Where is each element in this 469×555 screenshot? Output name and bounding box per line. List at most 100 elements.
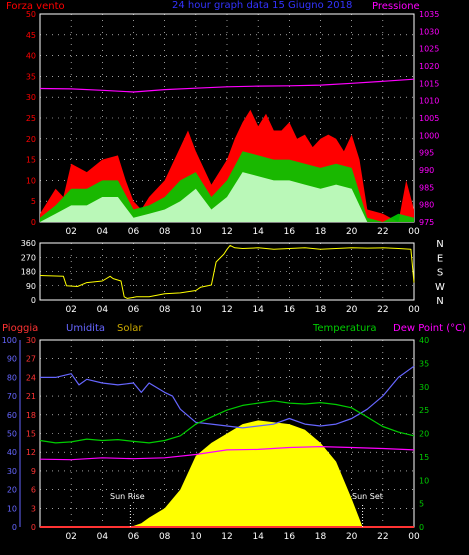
direction-ytick-90: 90 — [26, 282, 36, 291]
pressure-ytick-975: 975 — [419, 218, 434, 227]
wind-ytick-20: 20 — [26, 135, 36, 144]
dewpoint-line — [39, 446, 415, 461]
pressure-line — [39, 78, 415, 93]
sunset-label: Sun Set — [352, 492, 383, 501]
climate-xtick-18: 18 — [315, 532, 327, 542]
climate-xtick-10: 10 — [190, 532, 202, 542]
temperature-line — [39, 400, 415, 444]
humidity-ytick-90: 90 — [7, 355, 17, 364]
climate-xtick-02: 02 — [65, 532, 76, 542]
humidity-ytick-60: 60 — [7, 411, 17, 420]
pressure-ytick-1030: 1030 — [419, 27, 439, 36]
chart-title: 24 hour graph data 15 Giugno 2018 — [172, 0, 352, 11]
wind-ytick-10: 10 — [26, 176, 36, 185]
dewpoint-ytick-25: 25 — [419, 406, 429, 415]
wind-xtick-08: 08 — [159, 227, 171, 237]
humidity-ytick-100: 100 — [2, 336, 17, 345]
climate-xtick-04: 04 — [97, 532, 109, 542]
direction-xtick-20: 20 — [346, 305, 358, 315]
rain-ytick-27: 27 — [26, 355, 36, 364]
dewpoint-ytick-10: 10 — [419, 476, 429, 485]
dewpoint-ytick-0: 0 — [419, 523, 424, 532]
dewpoint-ytick-15: 15 — [419, 453, 429, 462]
wind-ytick-35: 35 — [26, 72, 36, 81]
humidity-line — [40, 365, 415, 429]
wind-xtick-04: 04 — [97, 227, 109, 237]
humidity-ytick-20: 20 — [7, 486, 17, 495]
pressure-ytick-1015: 1015 — [419, 79, 439, 88]
rain-ytick-0: 0 — [31, 523, 36, 532]
wind-xtick-10: 10 — [190, 227, 202, 237]
wind-ytick-45: 45 — [26, 31, 36, 40]
solar-area — [130, 420, 363, 527]
climate-xtick-00: 00 — [408, 532, 420, 542]
climate-xtick-08: 08 — [159, 532, 171, 542]
wind-axis-title: Forza vento — [6, 1, 65, 12]
rain-ytick-9: 9 — [31, 467, 36, 476]
dewpoint-ytick-35: 35 — [419, 359, 429, 368]
direction-xtick-00: 00 — [408, 305, 420, 315]
climate-xtick-12: 12 — [221, 532, 232, 542]
rain-ytick-18: 18 — [26, 411, 36, 420]
sunrise-label: Sun Rise — [110, 492, 145, 501]
climate-xtick-22: 22 — [377, 532, 388, 542]
climate-xtick-16: 16 — [284, 532, 296, 542]
humidity-ytick-30: 30 — [7, 467, 17, 476]
dewpoint-ytick-30: 30 — [419, 383, 429, 392]
humidity-ytick-10: 10 — [7, 504, 17, 513]
wind-xtick-06: 06 — [128, 227, 140, 237]
wind-ytick-40: 40 — [26, 52, 36, 61]
direction-xtick-10: 10 — [190, 305, 202, 315]
wind-xtick-02: 02 — [65, 227, 76, 237]
humidity-ytick-50: 50 — [7, 430, 17, 439]
wind-xtick-18: 18 — [315, 227, 327, 237]
rain-ytick-6: 6 — [31, 486, 36, 495]
direction-xtick-14: 14 — [252, 305, 264, 315]
wind-ytick-30: 30 — [26, 93, 36, 102]
pressure-ytick-990: 990 — [419, 166, 434, 175]
wind-xtick-12: 12 — [221, 227, 232, 237]
rain-axis-title: Pioggia — [2, 323, 38, 334]
wind-xtick-14: 14 — [252, 227, 264, 237]
rain-ytick-15: 15 — [26, 430, 36, 439]
rain-ytick-21: 21 — [26, 392, 36, 401]
compass-label-1: W — [435, 282, 445, 293]
direction-ytick-0: 0 — [31, 296, 36, 305]
direction-ytick-180: 180 — [21, 268, 36, 277]
climate-xtick-20: 20 — [346, 532, 358, 542]
wind-xtick-16: 16 — [284, 227, 296, 237]
humidity-ytick-80: 80 — [7, 373, 17, 382]
pressure-ytick-1000: 1000 — [419, 131, 439, 140]
direction-ytick-270: 270 — [21, 253, 36, 262]
humidity-ytick-70: 70 — [7, 392, 17, 401]
wind-ytick-5: 5 — [31, 197, 36, 206]
direction-xtick-02: 02 — [65, 305, 76, 315]
pressure-ytick-1005: 1005 — [419, 114, 439, 123]
rain-ytick-30: 30 — [26, 336, 36, 345]
compass-label-3: E — [437, 253, 443, 264]
direction-xtick-08: 08 — [159, 305, 171, 315]
pressure-ytick-1020: 1020 — [419, 62, 439, 71]
compass-label-4: N — [436, 239, 443, 250]
solar-axis-title: Solar — [117, 323, 143, 334]
direction-xtick-12: 12 — [221, 305, 232, 315]
dewpoint-ytick-20: 20 — [419, 430, 429, 439]
direction-xtick-18: 18 — [315, 305, 327, 315]
pressure-ytick-995: 995 — [419, 149, 434, 158]
temperature-axis-title: Temperatura — [312, 323, 377, 334]
pressure-ytick-1025: 1025 — [419, 45, 439, 54]
pressure-ytick-1010: 1010 — [419, 97, 439, 106]
pressure-ytick-1035: 1035 — [419, 10, 439, 19]
direction-ytick-360: 360 — [21, 239, 36, 248]
wind-ytick-0: 0 — [31, 218, 36, 227]
dewpoint-axis-title: Dew Point (°C) — [393, 323, 466, 334]
humidity-ytick-0: 0 — [12, 523, 17, 532]
wind-ytick-25: 25 — [26, 114, 36, 123]
humidity-axis-title: Umidita — [66, 323, 105, 334]
rain-ytick-24: 24 — [26, 373, 36, 382]
pressure-axis-title: Pressione — [372, 1, 420, 12]
compass-label-2: S — [437, 268, 443, 279]
direction-xtick-22: 22 — [377, 305, 388, 315]
